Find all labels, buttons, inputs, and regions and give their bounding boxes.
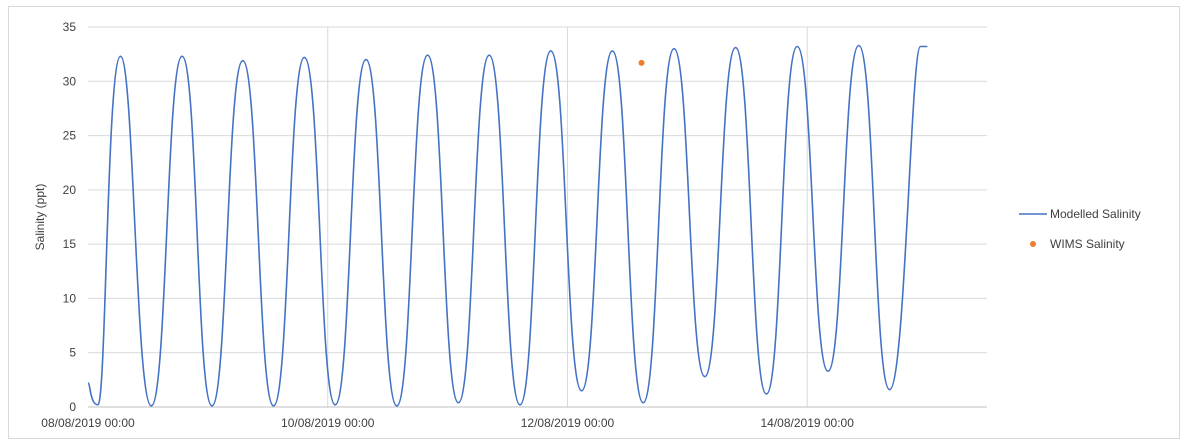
legend-wims-salinity-label: WIMS Salinity xyxy=(1050,237,1125,251)
legend-wims-salinity-swatch xyxy=(1030,241,1036,247)
wims-salinity-point-0 xyxy=(638,59,645,66)
y-tick-label-20: 20 xyxy=(63,183,77,197)
y-axis-label: Salinity (ppt) xyxy=(33,184,47,251)
gridlines xyxy=(88,26,987,407)
x-tick-label-1: 10/08/2019 00:00 xyxy=(281,416,375,430)
series xyxy=(87,44,928,407)
y-tick-label-25: 25 xyxy=(63,129,77,143)
y-tick-label-35: 35 xyxy=(63,20,77,34)
y-tick-label-30: 30 xyxy=(63,74,77,88)
y-tick-label-5: 5 xyxy=(69,346,76,360)
legend: Modelled Salinity WIMS Salinity xyxy=(1019,207,1141,251)
y-tick-label-15: 15 xyxy=(63,237,77,251)
y-tick-label-10: 10 xyxy=(63,291,77,305)
x-tick-label-3: 14/08/2019 00:00 xyxy=(760,416,854,430)
x-tick-label-0: 08/08/2019 00:00 xyxy=(41,416,135,430)
chart-frame xyxy=(8,6,1180,439)
axes: 0 5 10 15 20 25 30 35 08/08/2019 00:00 10/08/2019… xyxy=(41,20,987,430)
x-tick-label-2: 12/08/2019 00:00 xyxy=(521,416,615,430)
modelled-salinity-line xyxy=(87,44,928,407)
y-tick-label-0: 0 xyxy=(69,400,76,414)
legend-modelled-salinity-label: Modelled Salinity xyxy=(1050,207,1141,221)
